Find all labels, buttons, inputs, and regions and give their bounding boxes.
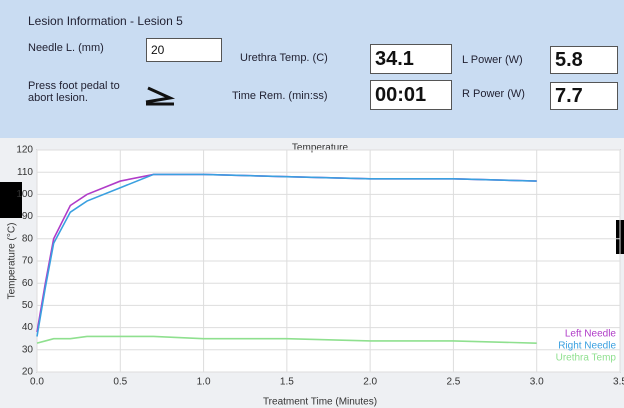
- y-tick-label: 90: [22, 211, 34, 222]
- panel-title: Lesion Information - Lesion 5: [28, 14, 183, 28]
- x-tick-label: 0.5: [113, 377, 127, 388]
- y-tick-label: 80: [22, 233, 34, 244]
- x-tick-label: 2.0: [363, 377, 377, 388]
- legend-label: Left Needle: [565, 329, 617, 340]
- y-tick-label: 110: [17, 167, 33, 178]
- y-tick-label: 50: [22, 300, 34, 311]
- pedal-note: Press foot pedal to abort lesion.: [28, 80, 128, 104]
- rpower-label: R Power (W): [462, 88, 525, 100]
- x-tick-label: 3.0: [530, 377, 544, 388]
- needle-label: Needle L. (mm): [28, 42, 104, 54]
- y-tick-label: 70: [22, 256, 34, 267]
- y-axis-label: Temperature (°C): [7, 223, 18, 300]
- y-tick-label: 60: [22, 278, 34, 289]
- time-label: Time Rem. (min:ss): [232, 90, 328, 102]
- chart-title: Temperature: [292, 143, 349, 154]
- y-tick-label: 30: [22, 344, 34, 355]
- time-field: 00:01: [370, 80, 452, 110]
- legend-label: Urethra Temp: [556, 353, 617, 364]
- page: Lesion Information - Lesion 5 Needle L. …: [0, 0, 624, 408]
- chart: Temperature Temperature (°C) Treatment T…: [0, 138, 624, 408]
- rpower-field: 7.7: [550, 82, 618, 110]
- pedal-icon: [140, 78, 180, 108]
- y-tick-label: 40: [22, 322, 34, 333]
- legend-label: Right Needle: [558, 341, 616, 352]
- x-tick-label: 1.0: [197, 377, 211, 388]
- x-tick-label: 0.0: [30, 377, 44, 388]
- urethra-field: 34.1: [370, 44, 452, 74]
- x-tick-label: 3.5: [613, 377, 624, 388]
- urethra-label: Urethra Temp. (C): [240, 52, 328, 64]
- y-tick-label: 100: [16, 189, 33, 200]
- x-axis-label: Treatment Time (Minutes): [263, 397, 377, 408]
- x-tick-label: 1.5: [280, 377, 294, 388]
- lpower-label: L Power (W): [462, 54, 523, 66]
- y-tick-label: 120: [16, 145, 33, 156]
- x-tick-label: 2.5: [446, 377, 460, 388]
- needle-field[interactable]: 20: [146, 38, 222, 62]
- lpower-field: 5.8: [550, 46, 618, 74]
- lesion-panel: Lesion Information - Lesion 5 Needle L. …: [0, 0, 624, 138]
